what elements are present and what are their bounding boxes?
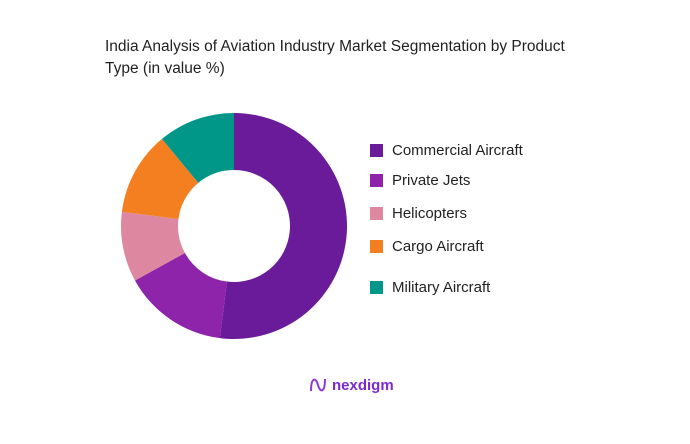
nexdigm-logo-icon bbox=[310, 378, 326, 392]
legend-label: Helicopters bbox=[392, 205, 468, 222]
slice-commercial-aircraft bbox=[219, 113, 348, 339]
slice-helicopters bbox=[121, 211, 185, 281]
slice-private-jets bbox=[134, 252, 227, 339]
legend-swatch bbox=[370, 207, 383, 220]
legend-swatch bbox=[370, 281, 383, 294]
slice-military-aircraft bbox=[161, 113, 234, 183]
legend-label: Military Aircraft bbox=[392, 279, 491, 296]
logo-text: nexdigm bbox=[332, 376, 394, 394]
legend-item: Commercial Aircraft bbox=[370, 142, 523, 159]
legend-item: Cargo Aircraft bbox=[370, 238, 484, 255]
legend-label: Commercial Aircraft bbox=[392, 142, 523, 159]
legend-item: Helicopters bbox=[370, 205, 467, 222]
legend-item: Military Aircraft bbox=[370, 279, 490, 296]
nexdigm-logo: nexdigm bbox=[308, 375, 394, 395]
legend-swatch bbox=[370, 144, 383, 157]
legend-swatch bbox=[370, 240, 383, 253]
legend-item: Private Jets bbox=[370, 172, 470, 189]
legend-label: Cargo Aircraft bbox=[392, 238, 484, 255]
legend-label: Private Jets bbox=[392, 172, 471, 189]
legend-swatch bbox=[370, 174, 383, 187]
chart-title: India Analysis of Aviation Industry Mark… bbox=[105, 38, 565, 77]
slice-cargo-aircraft bbox=[121, 138, 199, 219]
